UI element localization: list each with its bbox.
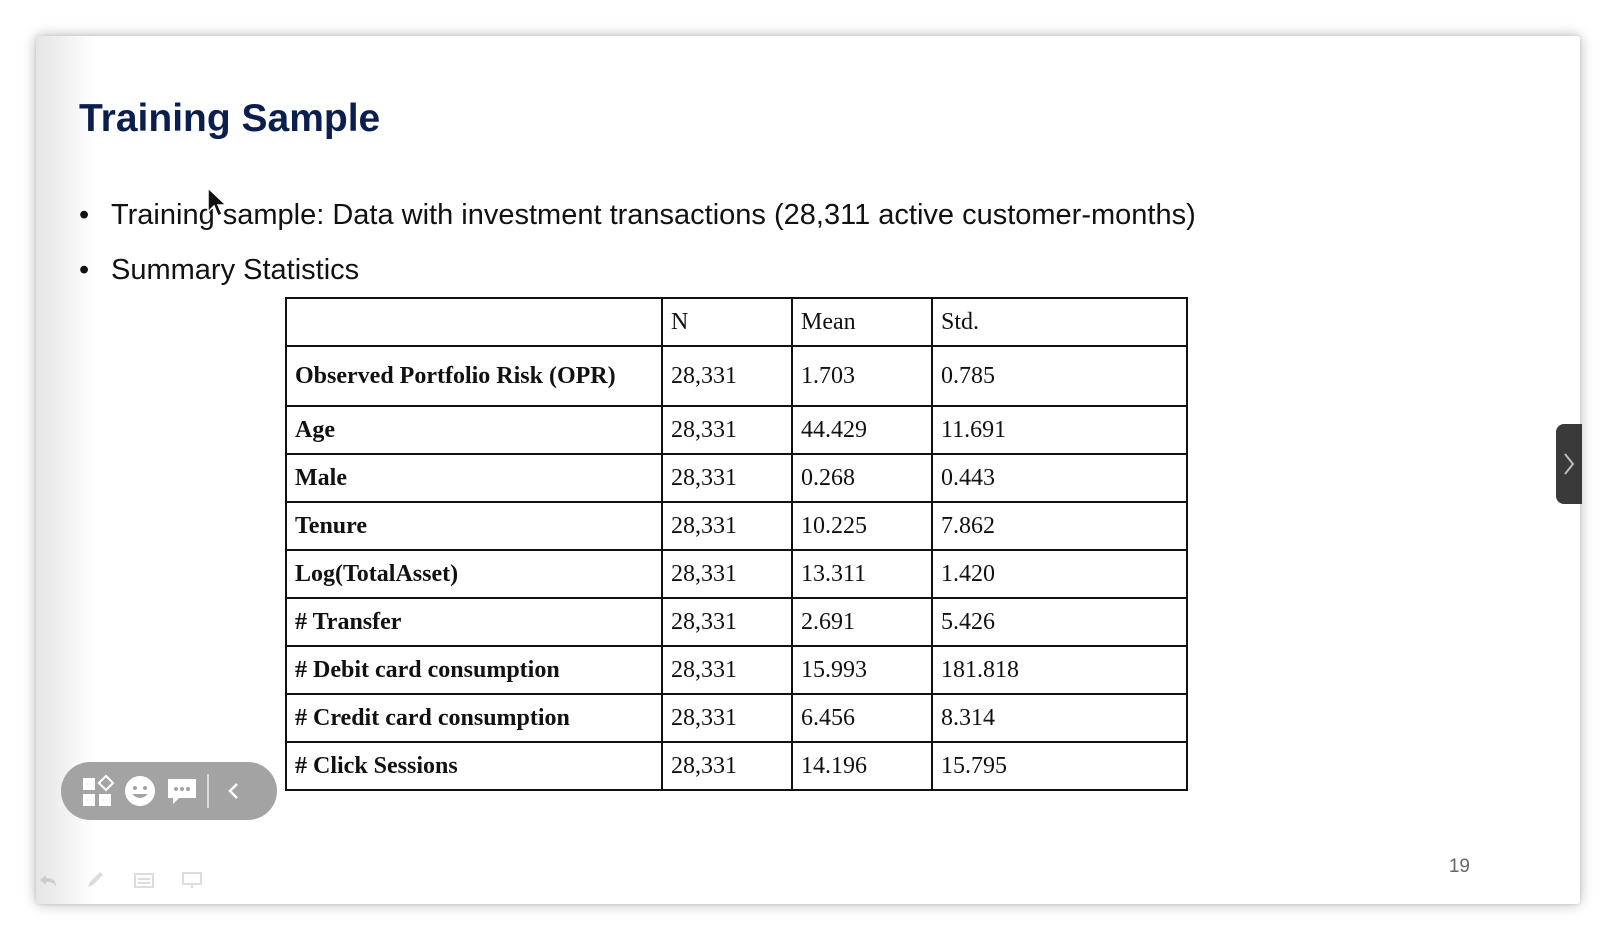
table-row: # Click Sessions 28,331 14.196 15.795 xyxy=(285,741,1188,791)
table-row: Age 28,331 44.429 11.691 xyxy=(285,405,1188,455)
bullet-text: Training sample: Data with investment tr… xyxy=(111,199,1196,231)
variable-cell: # Transfer xyxy=(285,597,663,647)
table-row: # Debit card consumption 28,331 15.993 1… xyxy=(285,645,1188,695)
emoji-button[interactable] xyxy=(119,770,161,812)
bullet-item: • Summary Statistics xyxy=(79,243,1196,298)
toolbar-separator xyxy=(207,774,209,808)
apps-button[interactable] xyxy=(77,770,119,812)
table-header-row: N Mean Std. xyxy=(285,297,1188,347)
apps-icon xyxy=(83,774,115,806)
pen-icon xyxy=(84,870,108,890)
table-row: Male 28,331 0.268 0.443 xyxy=(285,453,1188,503)
variable-cell: # Credit card consumption xyxy=(285,693,663,743)
table-row: # Transfer 28,331 2.691 5.426 xyxy=(285,597,1188,647)
n-cell: 28,331 xyxy=(661,405,793,455)
table-header-cell: Mean xyxy=(791,297,933,347)
mean-cell: 6.456 xyxy=(791,693,933,743)
bullet-list: • Training sample: Data with investment … xyxy=(79,188,1196,298)
mean-cell: 1.703 xyxy=(791,345,933,407)
n-cell: 28,331 xyxy=(661,693,793,743)
floating-toolbar xyxy=(61,762,277,820)
variable-cell: Log(TotalAsset) xyxy=(285,549,663,599)
n-cell: 28,331 xyxy=(661,501,793,551)
summary-statistics-table: N Mean Std. Observed Portfolio Risk (OPR… xyxy=(285,297,1188,791)
slide: Training Sample • Training sample: Data … xyxy=(36,36,1580,904)
n-cell: 28,331 xyxy=(661,453,793,503)
chat-icon xyxy=(168,779,196,804)
std-cell: 0.785 xyxy=(931,345,1188,407)
chevron-right-icon xyxy=(1564,453,1575,475)
notes-icon xyxy=(132,870,156,890)
std-cell: 1.420 xyxy=(931,549,1188,599)
bullet-text: Summary Statistics xyxy=(111,254,360,286)
std-cell: 7.862 xyxy=(931,501,1188,551)
n-cell: 28,331 xyxy=(661,345,793,407)
slide-edge-shadow xyxy=(36,36,96,904)
std-cell: 181.818 xyxy=(931,645,1188,695)
mean-cell: 14.196 xyxy=(791,741,933,791)
mean-cell: 13.311 xyxy=(791,549,933,599)
std-cell: 5.426 xyxy=(931,597,1188,647)
variable-cell: Observed Portfolio Risk (OPR) xyxy=(285,345,663,407)
variable-cell: # Click Sessions xyxy=(285,741,663,791)
n-cell: 28,331 xyxy=(661,549,793,599)
mouse-cursor-icon xyxy=(207,186,228,218)
emoji-icon xyxy=(125,776,155,806)
variable-cell: Age xyxy=(285,405,663,455)
std-cell: 8.314 xyxy=(931,693,1188,743)
variable-cell: Tenure xyxy=(285,501,663,551)
mean-cell: 10.225 xyxy=(791,501,933,551)
next-panel-tab[interactable] xyxy=(1556,424,1582,504)
bullet-dot: • xyxy=(79,199,90,231)
table-header-cell xyxy=(285,297,663,347)
std-cell: 0.443 xyxy=(931,453,1188,503)
table-row: # Credit card consumption 28,331 6.456 8… xyxy=(285,693,1188,743)
collapse-left-icon xyxy=(228,783,238,799)
n-cell: 28,331 xyxy=(661,645,793,695)
undo-icon xyxy=(36,870,60,890)
bullet-dot: • xyxy=(79,254,90,286)
mean-cell: 44.429 xyxy=(791,405,933,455)
chat-button[interactable] xyxy=(161,770,203,812)
variable-cell: Male xyxy=(285,453,663,503)
table-row: Log(TotalAsset) 28,331 13.311 1.420 xyxy=(285,549,1188,599)
n-cell: 28,331 xyxy=(661,597,793,647)
screen-icon xyxy=(180,870,204,890)
table-row: Observed Portfolio Risk (OPR) 28,331 1.7… xyxy=(285,345,1188,407)
slide-title: Training Sample xyxy=(79,97,381,140)
std-cell: 15.795 xyxy=(931,741,1188,791)
variable-cell: # Debit card consumption xyxy=(285,645,663,695)
table-header-cell: Std. xyxy=(931,297,1188,347)
page-number: 19 xyxy=(1448,856,1470,877)
mean-cell: 0.268 xyxy=(791,453,933,503)
table-row: Tenure 28,331 10.225 7.862 xyxy=(285,501,1188,551)
bullet-item: • Training sample: Data with investment … xyxy=(79,188,1196,243)
table-header-cell: N xyxy=(661,297,793,347)
mean-cell: 2.691 xyxy=(791,597,933,647)
std-cell: 11.691 xyxy=(931,405,1188,455)
n-cell: 28,331 xyxy=(661,741,793,791)
faded-annotation-tools xyxy=(36,870,204,890)
mean-cell: 15.993 xyxy=(791,645,933,695)
collapse-toolbar-button[interactable] xyxy=(213,770,255,812)
